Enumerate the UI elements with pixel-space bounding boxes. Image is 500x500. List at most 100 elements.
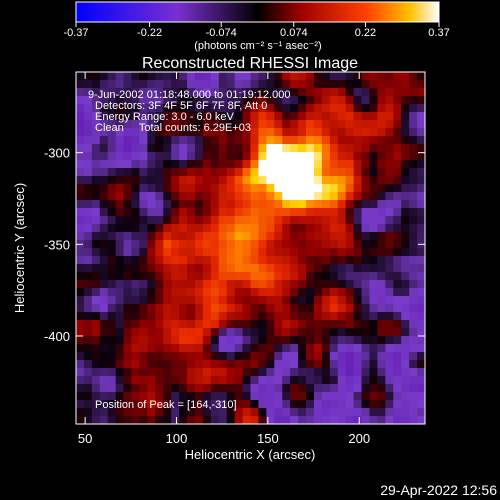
heatmap-cell xyxy=(202,416,212,424)
heatmap-cell xyxy=(131,96,141,105)
heatmap-cell xyxy=(139,192,148,201)
heatmap-cell xyxy=(76,104,85,113)
heatmap-cell xyxy=(99,184,109,193)
heatmap-cell xyxy=(337,128,347,137)
heatmap-cell xyxy=(187,344,196,353)
heatmap-cell xyxy=(417,360,425,369)
heatmap-cell xyxy=(123,136,133,145)
heatmap-cell xyxy=(250,336,260,345)
heatmap-cell xyxy=(139,288,148,297)
heatmap-cell xyxy=(321,136,331,145)
heatmap-cell xyxy=(353,160,363,169)
heatmap-cell xyxy=(298,376,307,385)
heatmap-cell xyxy=(313,240,323,249)
heatmap-cell xyxy=(163,384,172,393)
heatmap-cell xyxy=(194,152,204,161)
heatmap-cell xyxy=(266,160,275,169)
heatmap-cell xyxy=(123,344,133,353)
heatmap-cell xyxy=(361,144,371,153)
heatmap-cell xyxy=(298,272,307,281)
heatmap-cell xyxy=(306,216,315,225)
x-tick-label: 150 xyxy=(257,431,279,446)
heatmap-cell xyxy=(385,200,394,209)
heatmap-cell xyxy=(194,176,204,185)
heatmap-cell xyxy=(179,264,188,273)
heatmap-cell xyxy=(298,360,307,369)
heatmap-cell xyxy=(250,248,260,257)
heatmap-cell xyxy=(210,296,220,305)
heatmap-cell xyxy=(179,192,188,201)
heatmap-cell xyxy=(83,72,93,81)
heatmap-cell xyxy=(353,176,363,185)
heatmap-cell xyxy=(115,352,125,361)
heatmap-cell xyxy=(226,392,236,401)
heatmap-cell xyxy=(417,184,425,193)
heatmap-cell xyxy=(123,248,133,257)
heatmap-cell xyxy=(202,344,212,353)
heatmap-cell xyxy=(210,232,220,241)
heatmap-cell xyxy=(401,216,410,225)
heatmap-cell xyxy=(321,152,331,161)
heatmap-cell xyxy=(115,224,125,233)
heatmap-cell xyxy=(210,128,220,137)
heatmap-cell xyxy=(401,368,410,377)
heatmap-cell xyxy=(234,72,244,81)
heatmap-cell xyxy=(250,224,260,233)
heatmap-cell xyxy=(115,112,125,121)
heatmap-cell xyxy=(202,216,212,225)
heatmap-cell xyxy=(115,128,125,137)
heatmap-cell xyxy=(361,152,371,161)
heatmap-cell xyxy=(369,160,379,169)
heatmap-cell xyxy=(266,376,275,385)
heatmap-cell xyxy=(147,72,156,81)
heatmap-cell xyxy=(107,232,117,241)
heatmap-cell xyxy=(139,200,148,209)
heatmap-cell xyxy=(401,192,410,201)
heatmap-cell xyxy=(91,392,101,401)
heatmap-cell xyxy=(266,344,275,353)
heatmap-cell xyxy=(139,328,148,337)
heatmap-cell xyxy=(202,272,212,281)
heatmap-cell xyxy=(274,176,283,185)
heatmap-cell xyxy=(369,368,379,377)
heatmap-cell xyxy=(163,248,172,257)
heatmap-cell xyxy=(313,248,323,257)
heatmap-cell xyxy=(99,80,109,89)
heatmap-cell xyxy=(361,360,371,369)
heatmap-cell xyxy=(258,80,267,89)
heatmap-cell xyxy=(417,248,425,257)
heatmap-cell xyxy=(99,224,109,233)
heatmap-cell xyxy=(250,256,260,265)
heatmap-cell xyxy=(282,184,291,193)
heatmap-cell xyxy=(266,216,275,225)
heatmap-cell xyxy=(171,288,180,297)
heatmap-cell xyxy=(274,160,283,169)
heatmap-cell xyxy=(163,232,172,241)
heatmap-cell xyxy=(345,104,355,113)
heatmap-cell xyxy=(155,120,164,129)
heatmap-cell xyxy=(234,352,244,361)
heatmap-cell xyxy=(242,152,252,161)
heatmap-cell xyxy=(242,392,252,401)
heatmap-cell xyxy=(306,264,315,273)
heatmap-cell xyxy=(337,208,347,217)
heatmap-cell xyxy=(242,200,252,209)
heatmap-cell xyxy=(131,160,141,169)
heatmap-cell xyxy=(226,336,236,345)
heatmap-cell xyxy=(345,336,355,345)
heatmap-cell xyxy=(298,264,307,273)
heatmap-cell xyxy=(115,272,125,281)
heatmap-cell xyxy=(393,344,402,353)
heatmap-cell xyxy=(401,136,410,145)
heatmap-cell xyxy=(99,160,109,169)
heatmap-cell xyxy=(266,200,275,209)
heatmap-cell xyxy=(313,224,323,233)
heatmap-cell xyxy=(194,408,204,417)
heatmap-cell xyxy=(377,200,386,209)
heatmap-cell xyxy=(266,168,275,177)
heatmap-cell xyxy=(242,240,252,249)
heatmap-cell xyxy=(385,392,394,401)
heatmap-cell xyxy=(234,192,244,201)
heatmap-cell xyxy=(210,112,220,121)
